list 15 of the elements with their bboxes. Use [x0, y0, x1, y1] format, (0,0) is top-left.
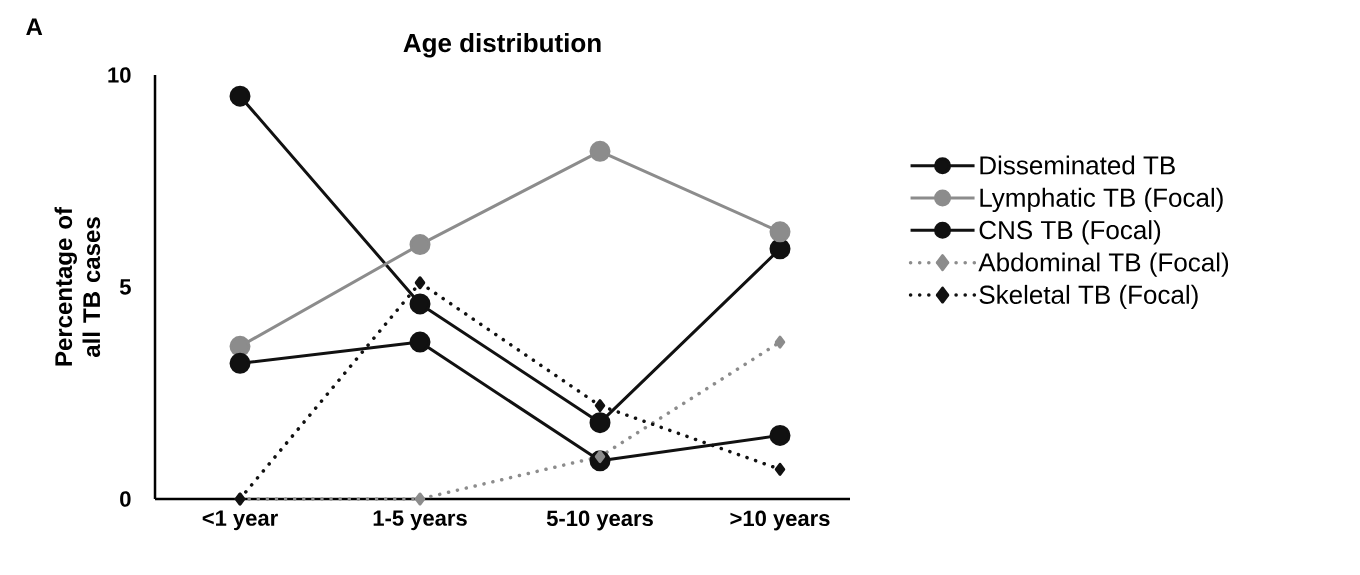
- x-tick-label: >10 years: [730, 510, 830, 531]
- x-tick-label: 5-10 years: [546, 510, 653, 531]
- y-tick-label: 0: [120, 491, 131, 507]
- legend-label: Abdominal TB (Focal): [978, 252, 1229, 277]
- legend-label: CNS TB (Focal): [979, 220, 1161, 245]
- text: A: [26, 18, 43, 36]
- legend-label: Disseminated TB: [980, 155, 1175, 175]
- x-tick-label: <1 year: [202, 510, 278, 531]
- legend-label: Lymphatic TB (Focal): [980, 187, 1223, 213]
- chart-title: Age distribution: [403, 33, 601, 58]
- x-tick-label: 1-5 years: [373, 510, 467, 531]
- y-tick-label: 5: [119, 279, 131, 295]
- legend-label: Skeletal TB (Focal): [979, 284, 1198, 310]
- y-tick-label: 10: [108, 67, 131, 83]
- y-axis-title: Percentage of all TB cases: [54, 206, 101, 366]
